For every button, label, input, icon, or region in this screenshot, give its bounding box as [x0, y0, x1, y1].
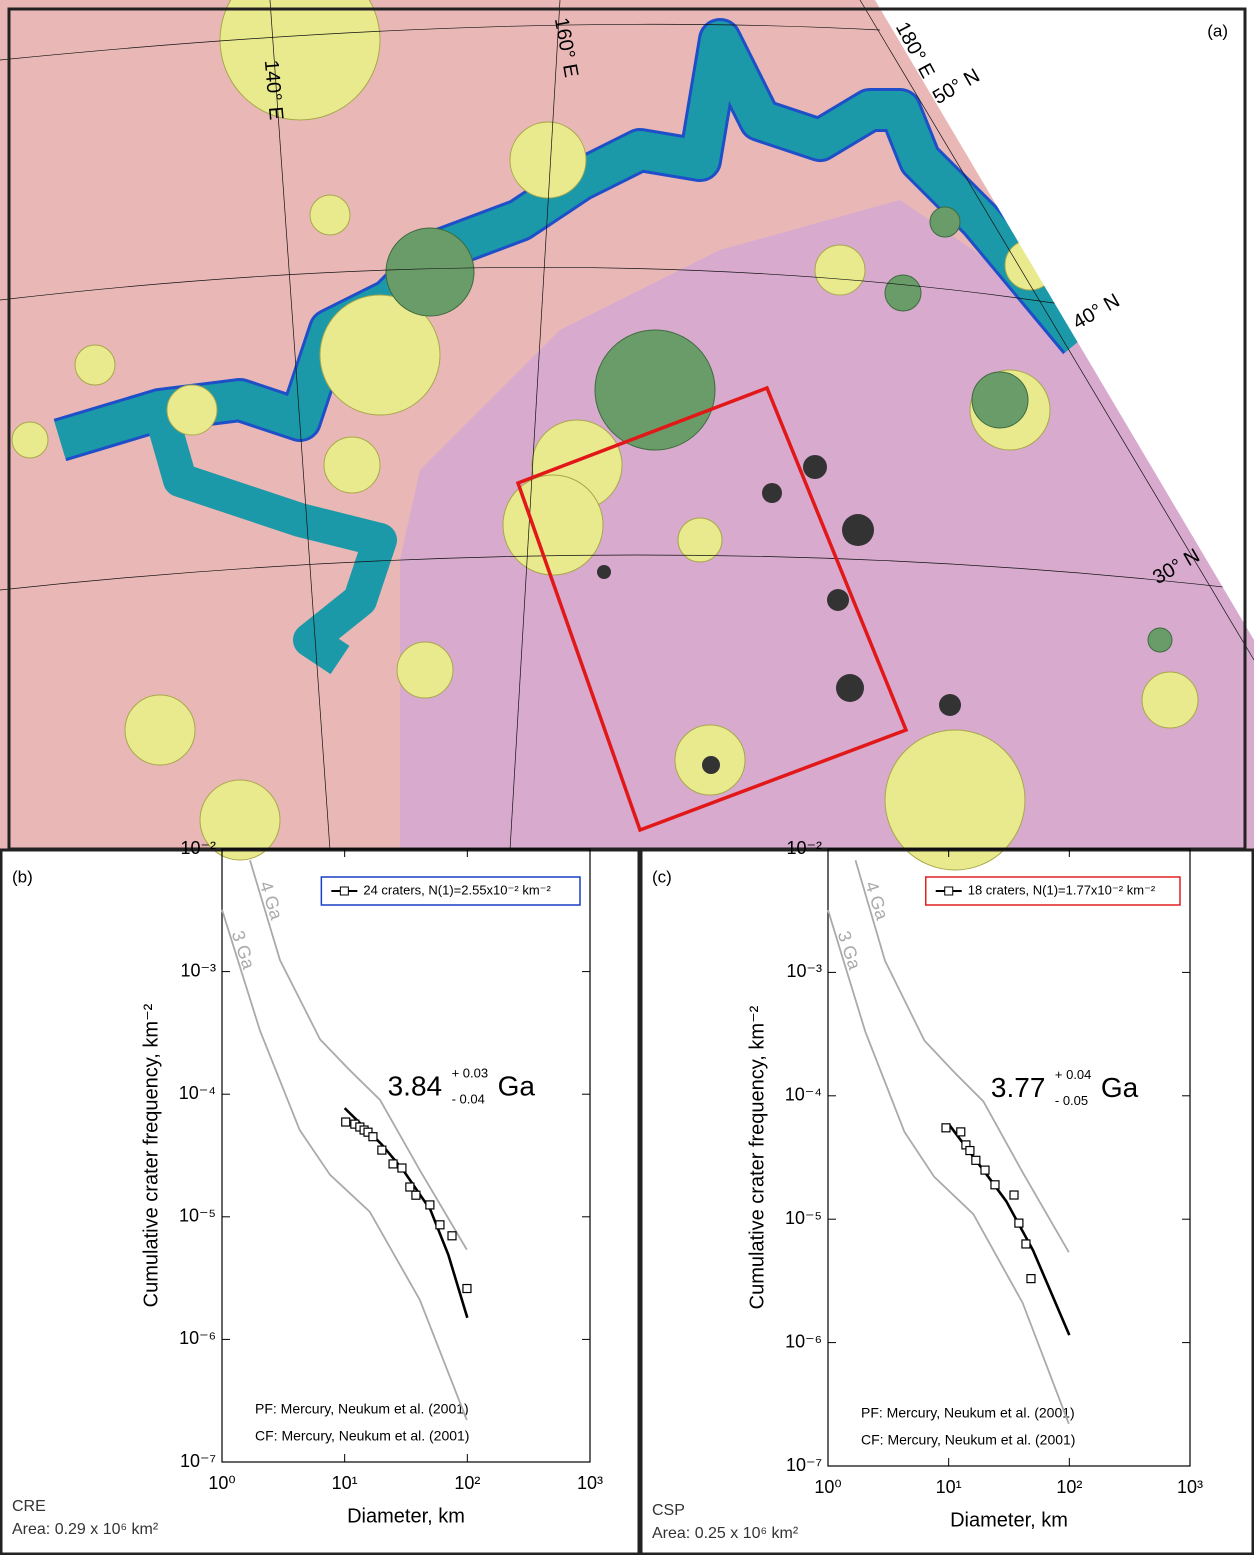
crater-point	[1010, 1191, 1018, 1199]
age-plus: + 0.03	[452, 1066, 489, 1081]
y-tick-label: 10⁻⁷	[180, 1451, 216, 1471]
curve-label: 3 Ga	[834, 929, 865, 973]
crater-point	[966, 1147, 974, 1155]
plot-frame	[828, 849, 1190, 1466]
curve	[345, 1108, 468, 1318]
curve	[250, 860, 467, 1249]
y-tick-label: 10⁻⁵	[179, 1206, 216, 1226]
note: PF: Mercury, Neukum et al. (2001)	[861, 1405, 1075, 1421]
legend-label: 18 craters, N(1)=1.77x10⁻² km⁻²	[968, 882, 1156, 897]
x-axis-label: Diameter, km	[950, 1509, 1068, 1531]
age-plus: + 0.04	[1055, 1067, 1092, 1082]
crater-point	[378, 1146, 386, 1154]
crater-point	[991, 1181, 999, 1189]
panel-label: (c)	[652, 867, 672, 886]
y-tick-label: 10⁻²	[180, 838, 216, 858]
legend-marker	[340, 887, 348, 895]
y-tick-label: 10⁻⁴	[179, 1083, 216, 1103]
crater-point	[1027, 1275, 1035, 1283]
x-tick-label: 10³	[1177, 1477, 1203, 1497]
legend-label: 24 craters, N(1)=2.55x10⁻² km⁻²	[363, 882, 551, 897]
crater-point	[398, 1164, 406, 1172]
map: (a) 140° E 160° E 180° E 50° N 40° N 30°…	[0, 0, 1254, 870]
y-axis-label: Cumulative crater frequency, km⁻²	[140, 1003, 162, 1307]
x-tick-label: 10⁰	[814, 1477, 841, 1497]
crater-point	[342, 1118, 350, 1126]
crater-point	[436, 1221, 444, 1229]
crater-point	[426, 1201, 434, 1209]
note: CF: Mercury, Neukum et al. (2001)	[861, 1432, 1075, 1448]
plot-frame	[222, 849, 590, 1462]
y-tick-label: 10⁻³	[786, 961, 822, 981]
x-tick-label: 10¹	[332, 1473, 358, 1493]
legend-marker	[945, 887, 953, 895]
y-tick-label: 10⁻⁷	[786, 1455, 822, 1475]
age-minus: - 0.04	[452, 1092, 485, 1107]
y-axis-label: Cumulative crater frequency, km⁻²	[746, 1005, 768, 1309]
note: PF: Mercury, Neukum et al. (2001)	[255, 1401, 469, 1417]
crater-point	[406, 1183, 414, 1191]
unit-area: Area: 0.29 x 10⁶ km²	[12, 1521, 159, 1538]
curve	[222, 910, 467, 1420]
panel-label: (a)	[1207, 21, 1228, 40]
age-unit: Ga	[1101, 1072, 1139, 1103]
x-tick-label: 10²	[454, 1473, 480, 1493]
crater-point	[412, 1191, 420, 1199]
age-value: 3.77	[991, 1072, 1046, 1103]
x-tick-label: 10¹	[936, 1477, 962, 1497]
crater-point	[972, 1156, 980, 1164]
panel-frame	[1, 850, 639, 1554]
y-tick-label: 10⁻⁶	[179, 1328, 216, 1348]
y-tick-label: 10⁻⁵	[785, 1208, 822, 1228]
x-tick-label: 10⁰	[208, 1473, 235, 1493]
age-unit: Ga	[498, 1070, 536, 1101]
y-tick-label: 10⁻⁶	[785, 1331, 822, 1351]
crater-point	[942, 1124, 950, 1132]
curve-label: 3 Ga	[228, 928, 259, 972]
curve-label: 4 Ga	[256, 879, 287, 923]
figure: (a) 140° E 160° E 180° E 50° N 40° N 30°…	[0, 0, 1254, 1555]
x-tick-label: 10²	[1056, 1477, 1082, 1497]
crater-point	[981, 1166, 989, 1174]
x-tick-label: 10³	[577, 1473, 603, 1493]
curve	[855, 860, 1068, 1252]
unit-area: Area: 0.25 x 10⁶ km²	[652, 1525, 799, 1542]
unit-name: CSP	[652, 1502, 685, 1519]
panel-label: (b)	[12, 867, 33, 886]
unit-name: CRE	[12, 1498, 46, 1515]
panel-frame	[641, 850, 1253, 1554]
crater-point	[1015, 1219, 1023, 1227]
y-tick-label: 10⁻³	[180, 960, 216, 980]
crater-point	[1022, 1240, 1030, 1248]
crater-point	[448, 1232, 456, 1240]
y-tick-label: 10⁻²	[786, 838, 822, 858]
crater-point	[957, 1128, 965, 1136]
x-axis-label: Diameter, km	[347, 1505, 465, 1527]
curve-label: 4 Ga	[861, 879, 892, 923]
note: CF: Mercury, Neukum et al. (2001)	[255, 1428, 469, 1444]
curve	[828, 910, 1069, 1424]
crater-point	[389, 1160, 397, 1168]
age-value: 3.84	[388, 1070, 443, 1101]
y-tick-label: 10⁻⁴	[785, 1085, 822, 1105]
curve	[949, 1124, 1070, 1335]
crater-point	[463, 1285, 471, 1293]
crater-point	[369, 1133, 377, 1141]
age-minus: - 0.05	[1055, 1093, 1088, 1108]
